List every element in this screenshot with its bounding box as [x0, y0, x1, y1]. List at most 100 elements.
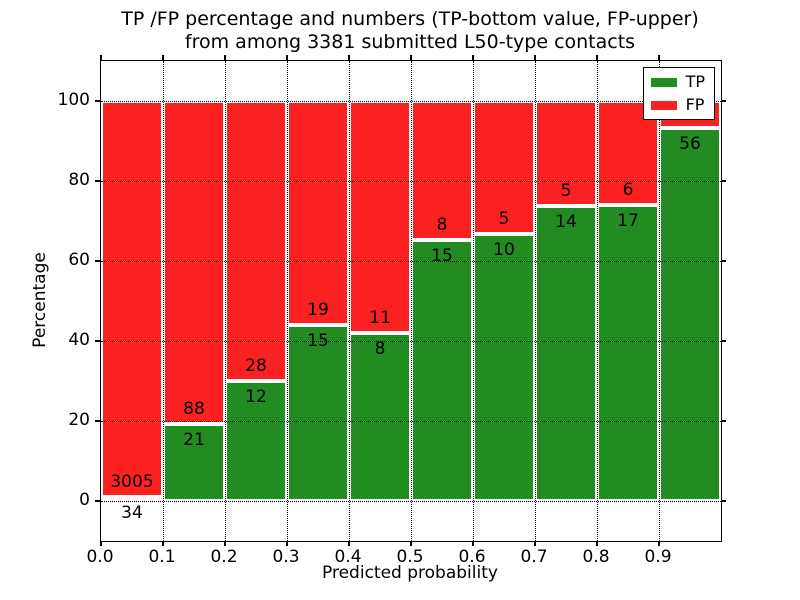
x-tick-top — [100, 54, 102, 60]
bar-value-label-tp: 15 — [431, 246, 453, 267]
x-tick — [224, 541, 226, 546]
bar-value-label-fp: 8 — [436, 215, 448, 236]
bar-value-label-fp: 11 — [369, 307, 391, 328]
bar-segment-fp — [101, 101, 163, 497]
bar-segment-tp — [473, 234, 535, 501]
y-tick-label: 40 — [68, 330, 90, 350]
bar-value-label-tp: 21 — [183, 429, 205, 450]
y-tick-right — [721, 180, 726, 182]
y-tick-right — [721, 500, 726, 502]
bar-value-label-tp: 8 — [374, 338, 386, 359]
y-tick-label: 80 — [68, 170, 90, 190]
x-tick-label: 0.0 — [86, 547, 114, 567]
x-tick-label: 0.8 — [582, 547, 610, 567]
bar-segment-tp — [597, 205, 659, 501]
x-tick — [286, 541, 288, 546]
bar-value-label-tp: 14 — [555, 212, 577, 233]
x-tick — [534, 541, 536, 546]
x-gridline — [349, 61, 350, 541]
bar-value-label-fp: 6 — [622, 180, 634, 201]
x-tick — [162, 541, 164, 546]
bar-value-label-tp: 56 — [679, 133, 701, 154]
bar-segment-fp — [535, 101, 597, 207]
bar-segment-tp — [659, 127, 721, 501]
x-gridline — [659, 61, 660, 541]
y-tick — [94, 420, 100, 422]
y-tick — [94, 500, 100, 502]
bar-segment-fp — [225, 101, 287, 381]
x-tick — [410, 541, 412, 546]
legend-entry-fp: FP — [650, 95, 705, 114]
gridlines-layer — [101, 61, 721, 541]
y-tick-right — [721, 340, 726, 342]
x-tick — [100, 541, 102, 546]
y-tick-right — [721, 100, 726, 102]
y-tick-label: 100 — [57, 90, 90, 110]
x-tick-top — [658, 54, 660, 60]
x-gridline — [535, 61, 536, 541]
x-tick-label: 0.7 — [520, 547, 548, 567]
chart-title-line2: from among 3381 submitted L50-type conta… — [184, 31, 636, 53]
bar-value-label-tp: 10 — [493, 240, 515, 261]
bar-segment-tp — [535, 206, 597, 501]
x-tick-label: 0.4 — [334, 547, 362, 567]
x-tick-top — [472, 54, 474, 60]
y-tick-label: 20 — [68, 410, 90, 430]
y-tick-right — [721, 260, 726, 262]
bar-value-label-tp: 34 — [121, 502, 143, 523]
bar-value-label-fp: 19 — [307, 299, 329, 320]
x-tick-top — [410, 54, 412, 60]
bar-value-label-tp: 17 — [617, 211, 639, 232]
bar-segment-tp — [163, 423, 225, 501]
x-tick — [658, 541, 660, 546]
x-axis-label: Predicted probability — [322, 563, 498, 583]
x-tick — [472, 541, 474, 546]
x-gridline — [411, 61, 412, 541]
x-tick-top — [596, 54, 598, 60]
x-tick-label: 0.1 — [148, 547, 176, 567]
y-tick — [94, 260, 100, 262]
bar-segment-tp — [287, 324, 349, 501]
x-tick-label: 0.6 — [458, 547, 486, 567]
y-tick — [94, 180, 100, 182]
chart-title-line1: TP /FP percentage and numbers (TP-bottom… — [121, 8, 699, 30]
legend-label: TP — [685, 72, 705, 91]
x-tick-label: 0.2 — [210, 547, 238, 567]
bar-segment-fp — [411, 101, 473, 241]
x-gridline — [597, 61, 598, 541]
x-tick-top — [348, 54, 350, 60]
bar-value-label-fp: 5 — [560, 181, 572, 202]
y-tick-label: 0 — [79, 490, 90, 510]
x-gridline — [225, 61, 226, 541]
x-tick-top — [534, 54, 536, 60]
x-tick-label: 0.9 — [644, 547, 672, 567]
bar-value-label-fp: 88 — [183, 398, 205, 419]
plot-area: 300534882128121915118815510514617456 TPF… — [94, 54, 726, 546]
x-tick-top — [162, 54, 164, 60]
bar-segment-tp — [349, 332, 411, 501]
bar-value-labels-layer: 300534882128121915118815510514617456 — [101, 61, 721, 541]
bar-segment-tp — [411, 240, 473, 501]
bar-segment-fp — [349, 101, 411, 333]
legend-label: FP — [685, 95, 705, 114]
legend-entry-tp: TP — [650, 72, 705, 91]
x-tick — [348, 541, 350, 546]
bar-segment-fp — [287, 101, 349, 325]
x-tick-top — [224, 54, 226, 60]
bar-segment-tp — [101, 496, 163, 501]
bar-segment-fp — [473, 101, 535, 235]
bar-segment-tp — [225, 381, 287, 501]
y-tick-right — [721, 420, 726, 422]
y-tick — [94, 340, 100, 342]
x-gridline — [473, 61, 474, 541]
bar-value-label-fp: 3005 — [110, 471, 154, 492]
x-tick — [596, 541, 598, 546]
chart-title: TP /FP percentage and numbers (TP-bottom… — [100, 8, 720, 54]
x-tick-label: 0.5 — [396, 547, 424, 567]
y-axis-label: Percentage — [30, 252, 50, 348]
x-tick-label: 0.3 — [272, 547, 300, 567]
x-gridline — [163, 61, 164, 541]
fp-color-swatch — [650, 100, 677, 110]
bar-value-label-fp: 28 — [245, 356, 267, 376]
